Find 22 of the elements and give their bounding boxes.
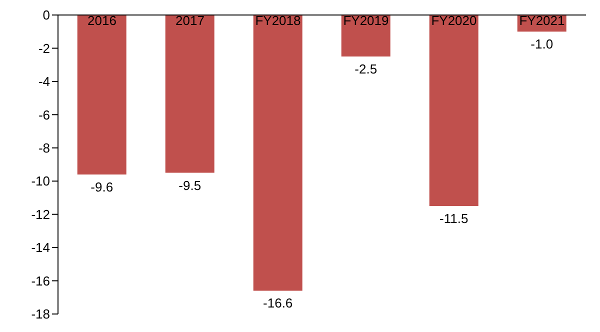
y-tick-label: -6: [38, 107, 50, 122]
y-tick-label: -18: [31, 306, 50, 322]
x-tick-label: 2016: [88, 13, 116, 28]
y-tick-label: -8: [38, 140, 50, 156]
data-label: -11.5: [440, 211, 468, 226]
x-tick-label: FY2019: [343, 13, 389, 28]
data-label: -2.5: [354, 62, 378, 77]
y-tick-label: 0: [42, 8, 50, 23]
y-tick-label: -14: [31, 240, 50, 256]
x-tick-label: FY2020: [431, 13, 477, 28]
y-tick-label: -2: [38, 40, 50, 56]
y-tick-label: -12: [31, 206, 50, 222]
y-tick-label: -4: [38, 74, 50, 90]
data-label: -9.6: [90, 179, 114, 194]
x-tick-label: FY2018: [255, 13, 301, 28]
y-tick-label: -16: [31, 273, 50, 288]
data-label: -1.0: [530, 36, 554, 52]
x-tick-label: 2017: [176, 13, 204, 28]
y-tick-label: -10: [31, 174, 50, 189]
x-tick-label: FY2021: [519, 13, 565, 28]
data-label: -16.6: [263, 296, 293, 311]
data-label: -9.5: [178, 178, 202, 193]
